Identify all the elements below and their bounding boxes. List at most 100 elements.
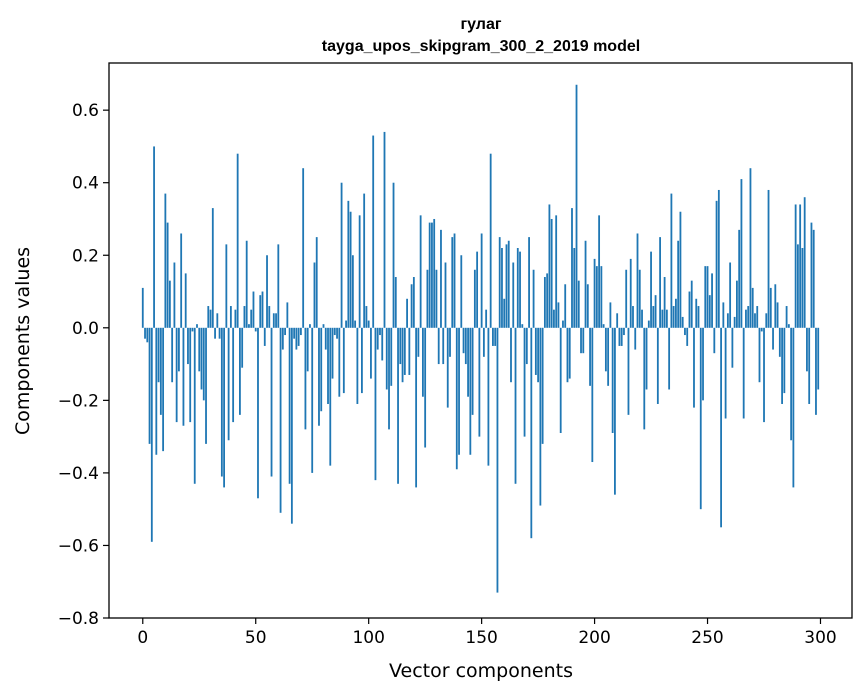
bar-243 bbox=[690, 280, 693, 328]
bar-132 bbox=[440, 229, 442, 328]
x-tick-label: 150 bbox=[465, 628, 497, 648]
bar-143 bbox=[464, 327, 467, 365]
bar-107 bbox=[383, 131, 386, 328]
bar-201 bbox=[595, 266, 598, 328]
bar-87 bbox=[338, 327, 341, 397]
bar-155 bbox=[492, 327, 494, 346]
bar-160 bbox=[503, 298, 506, 328]
bar-139 bbox=[455, 327, 458, 470]
y-tick-label: −0.2 bbox=[58, 391, 99, 411]
bar-268 bbox=[747, 306, 750, 328]
bar-76 bbox=[313, 262, 316, 328]
bar-273 bbox=[758, 327, 761, 383]
bar-80 bbox=[322, 324, 325, 328]
bar-55 bbox=[266, 255, 268, 328]
bar-111 bbox=[392, 182, 395, 328]
x-tick-label: 100 bbox=[352, 628, 384, 648]
bar-147 bbox=[473, 269, 476, 328]
y-axis-label: Components values bbox=[12, 247, 34, 435]
bar-41 bbox=[234, 309, 237, 328]
bar-205 bbox=[604, 327, 607, 372]
bar-214 bbox=[625, 269, 628, 328]
x-tick-label: 250 bbox=[691, 628, 723, 648]
bar-59 bbox=[275, 313, 277, 328]
bar-102 bbox=[372, 135, 375, 328]
y-tick-label: 0.2 bbox=[72, 246, 99, 266]
bar-103 bbox=[374, 327, 377, 481]
bar-72 bbox=[304, 327, 307, 430]
bar-235 bbox=[672, 306, 675, 328]
bar-223 bbox=[645, 327, 648, 390]
bar-60 bbox=[277, 244, 280, 328]
bar-134 bbox=[444, 262, 447, 328]
bar-98 bbox=[363, 193, 366, 328]
bar-39 bbox=[229, 306, 232, 328]
bar-264 bbox=[738, 229, 741, 328]
bar-62 bbox=[281, 327, 284, 350]
bar-146 bbox=[471, 327, 474, 415]
bar-231 bbox=[663, 277, 666, 328]
bar-18 bbox=[182, 327, 185, 426]
bar-245 bbox=[695, 298, 698, 328]
x-tick-label: 0 bbox=[137, 628, 148, 648]
bar-14 bbox=[173, 262, 176, 328]
y-tick-label: −0.8 bbox=[58, 609, 99, 629]
bar-35 bbox=[220, 327, 223, 477]
bar-144 bbox=[467, 327, 469, 397]
bar-63 bbox=[284, 327, 286, 336]
bar-248 bbox=[702, 327, 704, 401]
bar-257 bbox=[722, 302, 725, 328]
bar-185 bbox=[559, 327, 562, 433]
bar-266 bbox=[742, 327, 745, 419]
bar-29 bbox=[207, 306, 210, 328]
bar-131 bbox=[437, 327, 440, 365]
bar-114 bbox=[399, 327, 402, 365]
bar-33 bbox=[216, 313, 219, 328]
bar-120 bbox=[412, 277, 415, 328]
bar-46 bbox=[245, 240, 248, 328]
bar-162 bbox=[507, 240, 510, 328]
bar-34 bbox=[218, 327, 221, 339]
bar-73 bbox=[306, 327, 309, 372]
bar-296 bbox=[810, 222, 813, 328]
bar-241 bbox=[686, 327, 689, 346]
bar-85 bbox=[333, 327, 336, 336]
bar-112 bbox=[394, 277, 397, 328]
bar-210 bbox=[616, 313, 619, 328]
bar-283 bbox=[781, 327, 783, 404]
bar-272 bbox=[756, 306, 759, 328]
bar-299 bbox=[817, 327, 820, 390]
bar-261 bbox=[731, 327, 734, 368]
bar-129 bbox=[433, 218, 436, 328]
bar-106 bbox=[381, 327, 384, 361]
bar-54 bbox=[263, 327, 266, 346]
bar-295 bbox=[808, 327, 811, 404]
bar-175 bbox=[537, 327, 540, 383]
bar-10 bbox=[164, 193, 167, 328]
bar-287 bbox=[790, 327, 793, 441]
bar-32 bbox=[214, 327, 216, 339]
bar-138 bbox=[453, 233, 456, 328]
bar-133 bbox=[442, 327, 445, 365]
bar-104 bbox=[376, 327, 379, 350]
bar-64 bbox=[286, 302, 289, 328]
bar-0 bbox=[141, 287, 144, 328]
bar-61 bbox=[279, 327, 282, 513]
bar-82 bbox=[327, 327, 329, 404]
bar-244 bbox=[693, 327, 695, 408]
bar-105 bbox=[379, 327, 381, 336]
bar-188 bbox=[566, 327, 569, 383]
bar-202 bbox=[598, 215, 601, 328]
bar-36 bbox=[223, 327, 225, 488]
bar-194 bbox=[580, 327, 582, 354]
bar-116 bbox=[403, 327, 406, 375]
bar-43 bbox=[239, 327, 241, 415]
bar-229 bbox=[659, 237, 661, 328]
bar-51 bbox=[257, 327, 259, 499]
bar-67 bbox=[293, 327, 296, 339]
bar-163 bbox=[510, 327, 512, 383]
bar-190 bbox=[571, 208, 573, 328]
bar-279 bbox=[772, 327, 774, 350]
bar-9 bbox=[162, 327, 165, 452]
